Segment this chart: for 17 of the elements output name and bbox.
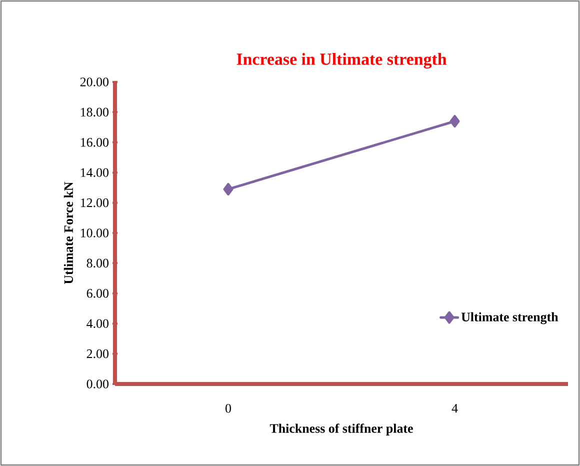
y-tick-label: 12.00 — [80, 198, 108, 208]
x-axis-title: Thickness of stiffner plate — [270, 424, 413, 436]
y-tick-label: 20.00 — [80, 78, 108, 86]
y-tick-label: 18.00 — [80, 108, 108, 117]
y-tick-label: 10.00 — [80, 228, 108, 238]
y-tick-label: 16.00 — [80, 138, 108, 147]
x-tick-label: 4 — [452, 404, 458, 413]
legend-label: Ultimate strength — [461, 312, 558, 324]
y-tick-label: 0.00 — [86, 380, 108, 388]
y-tick-label: 6.00 — [86, 288, 108, 298]
x-tick-label: 0 — [226, 404, 232, 413]
y-tick-label: 8.00 — [86, 258, 108, 268]
y-tick-label: 4.00 — [86, 319, 108, 328]
y-axis-title: Utlimate Force kN — [64, 182, 74, 284]
y-tick-label: 2.00 — [86, 349, 108, 358]
y-tick-label: 14.00 — [80, 168, 108, 177]
chart-title: Increase in Ultimate strength — [236, 53, 447, 68]
